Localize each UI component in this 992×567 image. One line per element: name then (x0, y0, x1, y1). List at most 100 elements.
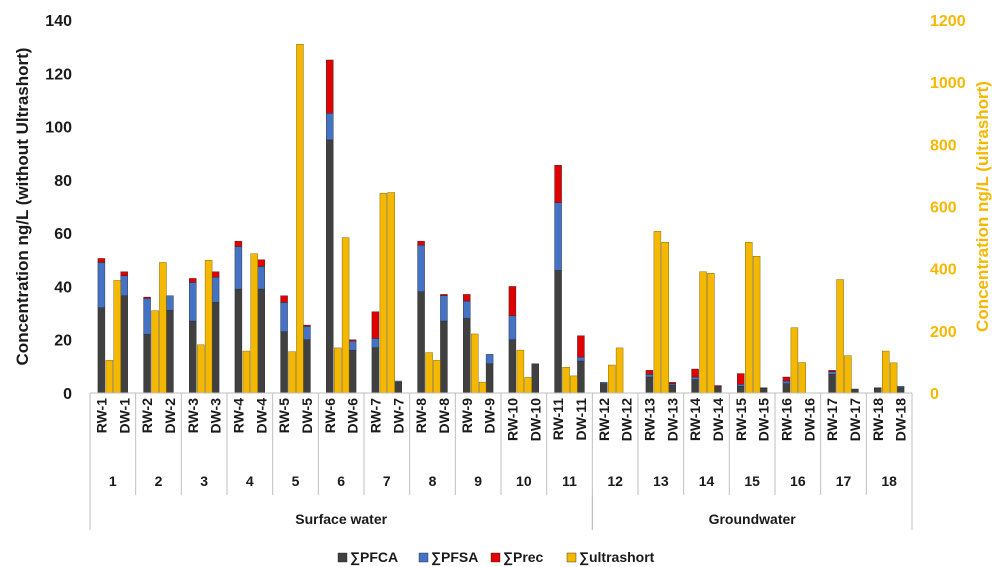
category-label: DW-8 (436, 398, 452, 434)
bar-pfca-dw-8 (440, 320, 448, 394)
site-label: 3 (200, 473, 208, 489)
bar-pfca-dw-11 (577, 360, 585, 394)
category-label: DW-18 (893, 398, 909, 441)
bar-pfsa-rw-17 (828, 371, 836, 375)
left-tick-label: 80 (54, 173, 72, 190)
bar-pfca-rw-7 (371, 347, 380, 394)
bar-ultrashort-rw-15 (745, 242, 753, 394)
bar-prec-dw-11 (577, 335, 585, 358)
bar-ultrashort-dw-8 (433, 360, 441, 394)
bar-ultrashort-dw-7 (387, 192, 395, 394)
category-label: DW-2 (162, 398, 178, 434)
bar-pfsa-rw-4 (234, 246, 243, 290)
bar-prec-rw-5 (280, 295, 288, 303)
bar-prec-dw-13 (668, 382, 676, 384)
category-label: DW-9 (482, 398, 498, 434)
category-label: RW-12 (596, 398, 612, 441)
bar-pfca-rw-2 (143, 334, 151, 394)
bar-pfsa-dw-3 (211, 276, 220, 303)
bar-pfca-rw-15 (737, 386, 745, 394)
bar-prec-dw-8 (440, 294, 448, 296)
bar-prec-rw-13 (645, 370, 654, 375)
left-tick-label: 120 (45, 66, 72, 83)
bar-pfsa-dw-8 (440, 295, 448, 322)
bar-prec-dw-5 (303, 324, 311, 327)
bar-ultrashort-rw-14 (699, 271, 707, 394)
category-label: DW-10 (527, 398, 543, 441)
category-label: DW-13 (664, 398, 680, 441)
bar-ultrashort-rw-10 (516, 349, 525, 394)
legend-label: ∑Prec (503, 549, 544, 566)
bar-prec-rw-2 (143, 296, 151, 299)
bar-pfsa-rw-11 (554, 202, 562, 271)
bar-prec-rw-15 (737, 373, 745, 385)
left-axis-ticks: 0 20 40 60 80 100 120 140 (45, 13, 72, 403)
site-label: 11 (562, 473, 577, 489)
y-axis-label-right: Concentration ng/L (ultrashort) (973, 81, 992, 332)
right-tick-label: 600 (930, 200, 957, 217)
legend: ∑PFCA ∑PFSA ∑Prec ∑ultrashort (337, 549, 655, 566)
bar-pfca-dw-15 (759, 388, 768, 394)
site-label: 4 (246, 473, 254, 489)
bar-pfca-rw-12 (600, 383, 608, 394)
right-tick-label: 1000 (930, 75, 966, 92)
bar-pfsa-rw-14 (691, 376, 699, 380)
bar-ultrashort-dw-17 (844, 355, 852, 394)
site-label: 10 (516, 473, 532, 489)
bar-pfca-rw-13 (645, 376, 654, 394)
bar-pfsa-rw-13 (645, 374, 654, 378)
bar-pfsa-rw-3 (189, 282, 197, 322)
category-label: DW-16 (801, 398, 817, 441)
bar-pfsa-dw-2 (166, 295, 174, 311)
bar-ultrashort-rw-11 (562, 367, 570, 394)
bar-pfsa-rw-9 (463, 300, 471, 319)
category-label: RW-2 (139, 398, 155, 433)
category-label: RW-7 (367, 398, 383, 433)
bar-prec-dw-1 (120, 271, 128, 276)
bar-ultrashort-rw-18 (882, 350, 890, 394)
bar-ultrashort-rw-12 (608, 364, 616, 394)
bar-ultrashort-dw-3 (204, 260, 213, 394)
bar-pfca-dw-7 (394, 382, 402, 394)
right-tick-label: 0 (930, 386, 939, 403)
site-label: 2 (155, 473, 163, 489)
bar-ultrashort-dw-9 (478, 381, 487, 394)
category-label: DW-11 (573, 398, 589, 441)
bar-pfca-dw-13 (668, 384, 676, 394)
bar-pfsa-rw-8 (417, 244, 425, 292)
bar-pfsa-dw-7 (394, 380, 402, 383)
group-label: Groundwater (709, 511, 797, 527)
bar-pfsa-dw-4 (257, 266, 265, 290)
bar-pfca-dw-1 (120, 295, 128, 394)
bar-ultrashort-rw-5 (288, 351, 296, 394)
site-label: 5 (292, 473, 300, 489)
bar-pfca-rw-17 (828, 374, 836, 394)
category-label: RW-11 (550, 398, 566, 440)
bar-ultrashort-dw-15 (752, 256, 761, 394)
right-tick-label: 800 (930, 137, 957, 154)
category-label: DW-5 (299, 398, 315, 434)
bar-pfsa-rw-7 (371, 338, 380, 348)
legend-label: ∑PFSA (431, 549, 478, 566)
bar-prec-dw-6 (348, 339, 357, 342)
bar-pfsa-rw-6 (326, 113, 334, 141)
bar-pfsa-dw-15 (759, 387, 768, 389)
bar-ultrashort-dw-13 (661, 242, 669, 394)
bar-prec-rw-9 (463, 294, 471, 302)
bar-ultrashort-dw-6 (341, 237, 350, 394)
bar-pfca-dw-14 (714, 387, 722, 394)
legend-swatch (566, 552, 577, 563)
bar-pfca-dw-2 (166, 310, 174, 394)
bar-pfsa-rw-5 (280, 302, 288, 332)
category-label: DW-1 (116, 398, 132, 434)
bar-ultrashort-dw-4 (250, 253, 258, 394)
category-label: RW-18 (870, 398, 886, 441)
x-axis-group-labels: Surface water Groundwater (89, 495, 913, 530)
bar-pfca-dw-4 (257, 288, 265, 394)
site-label: 9 (474, 473, 482, 489)
category-label: RW-9 (459, 398, 475, 433)
category-label: DW-4 (253, 398, 269, 434)
bar-ultrashort-rw-8 (425, 352, 433, 394)
category-label: DW-6 (345, 398, 361, 434)
bar-pfsa-dw-5 (303, 326, 311, 340)
